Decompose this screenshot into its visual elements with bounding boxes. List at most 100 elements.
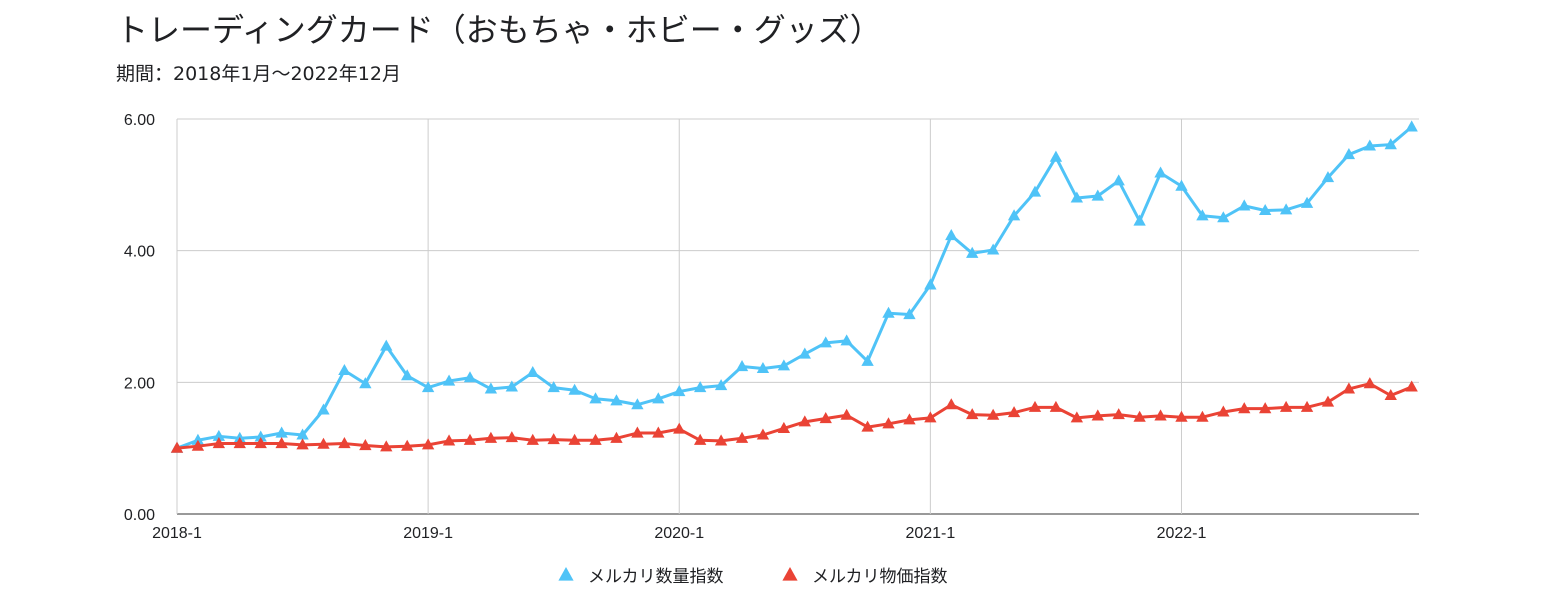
data-point — [505, 380, 519, 392]
data-point — [317, 403, 330, 415]
data-point — [338, 363, 351, 376]
data-point — [1238, 199, 1251, 211]
data-point — [903, 413, 916, 425]
data-point — [1070, 411, 1084, 423]
data-point — [254, 430, 267, 442]
data-point — [1363, 377, 1376, 389]
data-point — [819, 412, 832, 424]
data-point — [401, 439, 414, 451]
data-point — [1007, 209, 1021, 221]
data-point — [526, 365, 539, 378]
data-point — [1300, 400, 1314, 412]
data-point — [735, 431, 749, 443]
data-point — [1091, 409, 1104, 421]
data-point — [1384, 389, 1397, 401]
data-point — [1259, 204, 1272, 216]
data-point — [1196, 410, 1209, 422]
data-point — [338, 437, 351, 449]
data-point — [840, 334, 853, 346]
data-point — [442, 434, 456, 446]
data-point — [296, 438, 309, 450]
x-tick-label: 2021-1 — [905, 525, 955, 542]
data-point — [1279, 400, 1293, 412]
data-point — [714, 379, 728, 391]
data-point — [986, 408, 1000, 420]
data-point — [1259, 402, 1272, 414]
data-point — [610, 431, 623, 443]
data-point — [924, 278, 937, 290]
data-point — [254, 437, 267, 449]
data-point — [589, 433, 602, 445]
data-point — [693, 381, 707, 393]
data-point — [380, 339, 393, 351]
data-point — [631, 426, 644, 438]
data-point — [693, 433, 707, 445]
data-point — [1196, 209, 1209, 221]
data-point — [275, 426, 288, 438]
data-point — [359, 439, 372, 451]
data-point — [547, 381, 560, 393]
data-point — [484, 431, 498, 443]
data-point — [798, 347, 811, 359]
data-point — [819, 336, 832, 348]
data-point — [1070, 191, 1084, 203]
data-point — [1405, 380, 1418, 392]
data-point — [1238, 402, 1251, 414]
x-tick-label: 2022-1 — [1157, 525, 1207, 542]
legend: メルカリ数量指数 メルカリ物価指数 — [558, 567, 948, 587]
x-tick-label: 2020-1 — [654, 525, 704, 542]
data-point — [380, 440, 393, 452]
x-tick-label: 2018-1 — [152, 525, 202, 542]
data-point — [1112, 408, 1125, 420]
data-point — [777, 421, 791, 433]
data-point — [1321, 171, 1335, 183]
data-point — [652, 426, 665, 438]
series-1 — [170, 120, 1418, 453]
data-point — [1112, 174, 1125, 186]
data-point — [1133, 214, 1146, 226]
data-point — [1028, 400, 1042, 412]
data-point — [1217, 405, 1230, 417]
data-point — [652, 392, 665, 404]
data-point — [1384, 138, 1397, 150]
y-tick-label: 2.00 — [124, 375, 155, 392]
y-tick-label: 4.00 — [124, 244, 155, 261]
data-point — [966, 246, 979, 258]
data-point — [882, 306, 895, 318]
data-point — [191, 433, 205, 445]
y-axis-ticks: 0.00 2.00 4.00 6.00 — [124, 112, 155, 524]
data-point — [924, 411, 937, 423]
data-point — [1342, 148, 1356, 160]
data-point — [882, 417, 895, 429]
data-point — [610, 394, 623, 406]
y-tick-label: 6.00 — [124, 112, 155, 129]
data-point — [1342, 382, 1356, 394]
data-point — [1405, 120, 1418, 132]
data-point — [463, 371, 477, 383]
legend-item: メルカリ物価指数 — [782, 567, 948, 587]
data-point — [421, 381, 435, 393]
data-point — [756, 428, 770, 440]
legend-marker — [782, 567, 798, 581]
data-point — [903, 308, 916, 320]
grid-lines — [176, 118, 1419, 515]
data-point — [673, 422, 686, 434]
data-point — [986, 243, 1000, 255]
data-point — [840, 408, 853, 420]
legend-label: メルカリ物価指数 — [812, 567, 948, 587]
data-point — [1007, 406, 1021, 418]
x-tick-label: 2019-1 — [403, 525, 453, 542]
data-point — [589, 392, 602, 404]
data-point — [421, 438, 435, 450]
data-point — [170, 441, 184, 453]
data-point — [1049, 150, 1063, 162]
data-point — [233, 437, 246, 449]
x-axis-ticks: 2018-1 2019-1 2020-1 2021-1 2022-1 — [152, 525, 1206, 542]
data-point — [212, 429, 226, 441]
data-point — [631, 398, 644, 410]
data-point — [1175, 410, 1188, 422]
data-point — [945, 398, 958, 410]
data-point — [275, 437, 288, 449]
data-point — [359, 377, 372, 389]
